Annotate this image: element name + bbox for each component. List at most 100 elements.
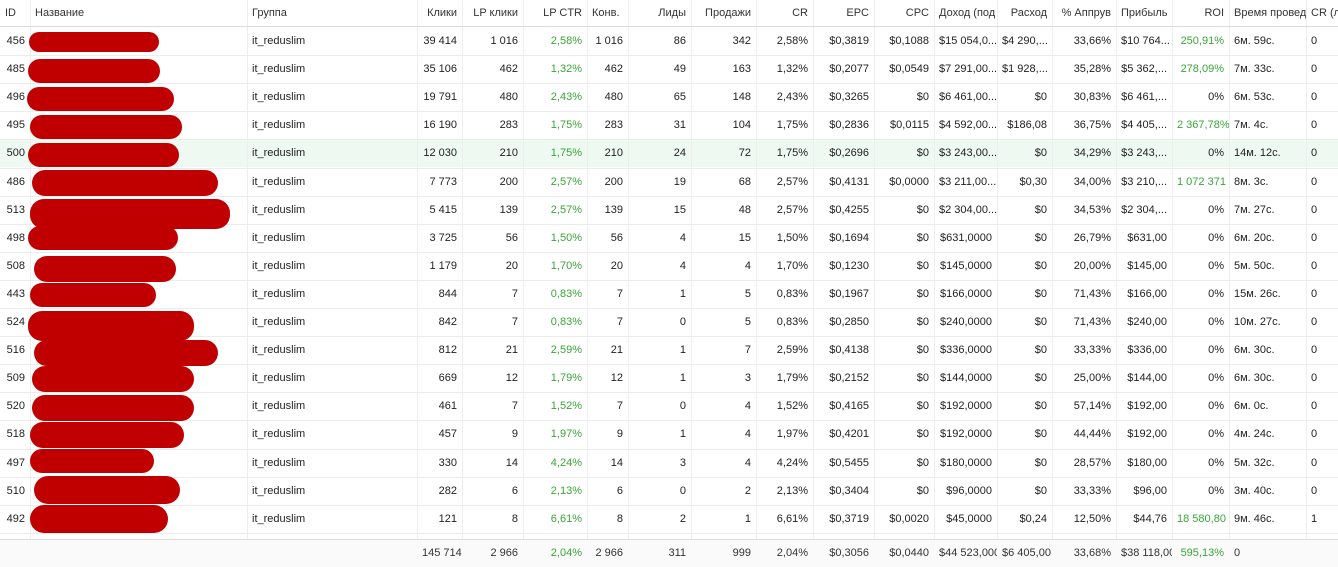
table-row[interactable]: 510 it_reduslim 282 6 2,13% 6 0 2 2,13% $0,3404 $0… — [0, 477, 1338, 505]
cell-epc: $0,3719 — [829, 512, 869, 525]
column-separator — [247, 0, 248, 567]
cell-approve: 34,53% — [1073, 203, 1111, 216]
cell-approve: 33,66% — [1073, 35, 1111, 47]
cell-profit: $166,00 — [1127, 287, 1167, 300]
cell-approve: 12,50% — [1073, 512, 1111, 525]
cell-id: 456 — [6, 35, 25, 47]
cell-approve: 71,43% — [1073, 316, 1111, 328]
cell-id: 500 — [6, 147, 25, 160]
cell-leads: 3 — [679, 456, 686, 469]
column-header-lp_ctr[interactable]: LP CTR — [543, 7, 582, 19]
cell-approve: 71,43% — [1073, 287, 1111, 300]
cell-id: 516 — [6, 344, 25, 357]
column-separator — [874, 0, 875, 567]
table-row[interactable]: 508 it_reduslim 1 179 20 1,70% 20 4 4 1,70% $0,12… — [0, 252, 1338, 280]
total-cpc: $0,0440 — [889, 547, 929, 559]
cell-epc: $0,4138 — [829, 344, 869, 357]
cell-lp_ctr: 1,75% — [550, 147, 582, 160]
cell-approve: 20,00% — [1073, 259, 1111, 272]
cell-roi: 0% — [1208, 91, 1224, 104]
table-row[interactable]: 485 it_reduslim 35 106 462 1,32% 462 49 163 1,32… — [0, 55, 1338, 83]
cell-lp_clicks: 139 — [499, 203, 518, 216]
column-header-conv[interactable]: Конв. — [592, 7, 620, 19]
table-row[interactable]: 518 it_reduslim 457 9 1,97% 9 1 4 1,97% $0,4201 $0… — [0, 420, 1338, 448]
cell-epc: $0,2850 — [829, 316, 869, 328]
cell-roi: 0% — [1208, 203, 1224, 216]
column-header-income[interactable]: Доход (под — [939, 7, 996, 19]
column-header-time[interactable]: Время провед — [1234, 7, 1306, 19]
redaction-mark — [34, 476, 180, 504]
cell-roi: 0% — [1208, 316, 1224, 328]
column-header-roi[interactable]: ROI — [1204, 7, 1224, 19]
table-row[interactable]: 456 it_reduslim 39 414 1 016 2,58% 1 016 86 342… — [0, 27, 1338, 55]
table-row[interactable]: 520 it_reduslim 461 7 1,52% 7 0 4 1,52% $0,4165 $0… — [0, 392, 1338, 420]
cell-lp_clicks: 9 — [511, 428, 518, 441]
cell-income: $45,0000 — [946, 512, 992, 525]
table-row[interactable]: 509 it_reduslim 669 12 1,79% 12 1 3 1,79% $0,2152… — [0, 364, 1338, 392]
cell-leads: 0 — [679, 484, 686, 497]
cell-approve: 33,33% — [1073, 484, 1111, 497]
column-header-leads[interactable]: Лиды — [658, 7, 686, 19]
total-lp_ctr: 2,04% — [550, 547, 582, 559]
column-header-profit[interactable]: Прибыль — [1121, 7, 1168, 19]
table-row[interactable]: 443 it_reduslim 844 7 0,83% 7 1 5 0,83% $0,1967 $0… — [0, 280, 1338, 308]
table-row[interactable]: 513 it_reduslim 5 415 139 2,57% 139 15 48 2,57% $… — [0, 196, 1338, 224]
redaction-mark — [30, 115, 182, 139]
row-divider — [0, 55, 1338, 57]
cell-sales: 148 — [732, 91, 751, 104]
cell-profit: $631,00 — [1127, 231, 1167, 244]
cell-time: 6м. 30с. — [1234, 344, 1275, 357]
cell-cr: 2,43% — [776, 91, 808, 104]
redaction-mark — [30, 505, 168, 533]
cell-roi: 0% — [1208, 484, 1224, 497]
cell-approve: 36,75% — [1073, 119, 1111, 132]
cell-cost: $0 — [1034, 316, 1047, 328]
table-row[interactable]: 498 it_reduslim 3 725 56 1,50% 56 4 15 1,50% $0,1… — [0, 224, 1338, 252]
column-header-cr[interactable]: CR — [792, 7, 808, 19]
cell-income: $192,0000 — [940, 400, 992, 413]
column-header-clicks[interactable]: Клики — [427, 7, 457, 19]
column-header-approve[interactable]: % Аппрув — [1061, 7, 1111, 19]
table-row[interactable]: 516 it_reduslim 812 21 2,59% 21 1 7 2,59% $0,4138… — [0, 336, 1338, 364]
cell-sales: 7 — [744, 344, 751, 357]
table-row[interactable]: 524 it_reduslim 842 7 0,83% 7 0 5 0,83% $0,2850 $0… — [0, 308, 1338, 336]
cell-time: 6м. 0с. — [1234, 400, 1269, 413]
column-header-cost[interactable]: Расход — [1010, 7, 1047, 19]
cell-clicks: 330 — [438, 456, 457, 469]
cell-profit: $44,76 — [1133, 512, 1167, 525]
column-separator — [756, 0, 757, 567]
table-row[interactable]: 500 it_reduslim 12 030 210 1,75% 210 24 72 1,75%… — [0, 139, 1338, 167]
cell-lp_clicks: 210 — [499, 147, 518, 160]
cell-conv: 1 016 — [595, 35, 623, 47]
cell-cpc: $0,0549 — [889, 63, 929, 76]
total-time: 0 — [1234, 547, 1241, 559]
cell-profit: $144,00 — [1127, 372, 1167, 385]
cell-cost: $0 — [1034, 91, 1047, 104]
table-row[interactable]: 497 it_reduslim 330 14 4,24% 14 3 4 4,24% $0,5455… — [0, 449, 1338, 477]
table-row[interactable]: 496 it_reduslim 19 791 480 2,43% 480 65 148 2,43… — [0, 83, 1338, 111]
cell-cpc: $0 — [916, 147, 929, 160]
column-header-sales[interactable]: Продажи — [705, 7, 751, 19]
column-header-name[interactable]: Название — [35, 7, 85, 19]
column-header-id[interactable]: ID — [5, 7, 16, 19]
cell-cr: 1,52% — [776, 400, 808, 413]
cell-lp_ctr: 4,24% — [550, 456, 582, 469]
column-header-group[interactable]: Группа — [252, 7, 287, 19]
column-header-epc[interactable]: EPC — [846, 7, 869, 19]
cell-profit: $5 362,... — [1121, 63, 1167, 76]
cell-income: $180,0000 — [940, 456, 992, 469]
cell-time: 14м. 12с. — [1234, 147, 1281, 160]
table-row[interactable]: 492 it_reduslim 121 8 6,61% 8 2 1 6,61% $0,3719 $0… — [0, 505, 1338, 533]
column-header-cr2[interactable]: CR (л — [1311, 7, 1338, 19]
cell-cr: 1,75% — [776, 119, 808, 132]
cell-income: $145,0000 — [940, 259, 992, 272]
table-row[interactable]: 486 it_reduslim 7 773 200 2,57% 200 19 68 2,57% $… — [0, 168, 1338, 196]
cell-sales: 1 — [744, 512, 751, 525]
column-header-cpc[interactable]: CPC — [905, 7, 929, 19]
table-row[interactable]: 495 it_reduslim 16 190 283 1,75% 283 31 104 1,75… — [0, 111, 1338, 139]
cell-cr: 0,83% — [776, 316, 808, 328]
cell-lp_ctr: 1,32% — [550, 63, 582, 76]
redaction-mark — [32, 170, 218, 196]
cell-income: $631,0000 — [940, 231, 992, 244]
column-header-lp_clicks[interactable]: LP клики — [473, 7, 518, 19]
